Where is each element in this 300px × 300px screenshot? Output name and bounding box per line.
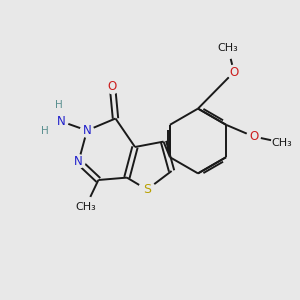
Circle shape [227, 65, 241, 79]
Circle shape [247, 130, 260, 143]
Circle shape [218, 38, 239, 58]
Circle shape [39, 125, 50, 136]
Circle shape [75, 196, 96, 218]
Text: O: O [108, 80, 117, 94]
Circle shape [227, 65, 241, 79]
Circle shape [55, 115, 68, 128]
Circle shape [53, 100, 64, 110]
Text: N: N [57, 115, 66, 128]
Text: O: O [230, 65, 238, 79]
Text: CH₃: CH₃ [218, 43, 239, 53]
Circle shape [80, 124, 94, 137]
Text: H: H [55, 100, 62, 110]
Text: O: O [249, 130, 258, 143]
Circle shape [272, 132, 292, 153]
Text: S: S [143, 183, 151, 196]
Text: N: N [82, 124, 91, 137]
Text: CH₃: CH₃ [75, 202, 96, 212]
Text: H: H [40, 125, 48, 136]
Circle shape [247, 130, 260, 143]
Circle shape [139, 181, 155, 198]
Circle shape [106, 80, 119, 94]
Text: N: N [74, 155, 83, 168]
Text: CH₃: CH₃ [272, 137, 292, 148]
Circle shape [72, 155, 85, 168]
